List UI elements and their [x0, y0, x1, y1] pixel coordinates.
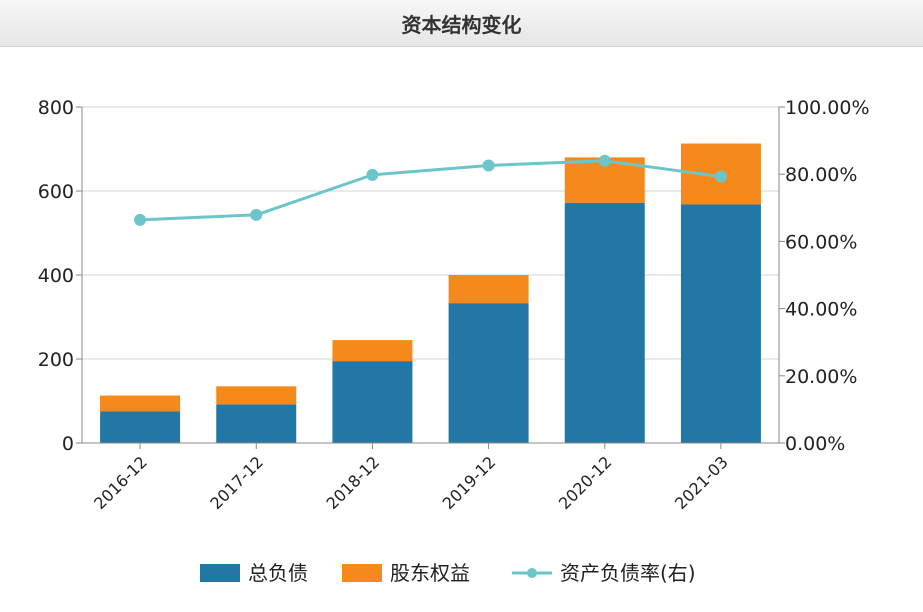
bar-total-debt [564, 202, 645, 443]
x-tick-label: 2018-12 [323, 452, 384, 513]
legend-label: 股东权益 [390, 561, 470, 585]
y-right-tick-label: 60.00% [785, 231, 857, 253]
y-left-tick-label: 800 [38, 97, 74, 119]
debt-ratio-point [250, 208, 263, 221]
bar-equity [100, 395, 181, 412]
y-left-tick-label: 200 [38, 349, 74, 371]
chart-header: 资本结构变化 [0, 0, 923, 47]
y-left-tick-label: 600 [38, 181, 74, 203]
bar-equity [448, 275, 529, 304]
bar-total-debt [100, 411, 181, 443]
x-tick-label: 2017-12 [206, 452, 267, 513]
x-tick-label: 2021-03 [671, 452, 732, 513]
debt-ratio-line [140, 159, 722, 222]
legend-label: 资产负债率(右) [560, 561, 696, 585]
x-tick-label: 2020-12 [555, 452, 616, 513]
legend-label: 总负债 [248, 561, 308, 585]
debt-ratio-point [714, 170, 727, 183]
bar-equity [216, 386, 297, 405]
y-right-tick-label: 40.00% [785, 299, 857, 321]
debt-ratio-point [482, 159, 495, 172]
debt-ratio-point [134, 213, 147, 226]
chart-title: 资本结构变化 [401, 12, 522, 37]
debt-ratio-point [366, 168, 379, 181]
legend-swatch [200, 564, 240, 582]
y-left-tick-label: 400 [38, 265, 74, 287]
bar-total-debt [332, 361, 413, 443]
x-tick-label: 2016-12 [90, 452, 151, 513]
y-right-tick-label: 0.00% [785, 433, 845, 455]
bar-total-debt [216, 404, 297, 443]
bar-total-debt [680, 204, 761, 443]
debt-ratio-point [598, 154, 611, 167]
y-right-tick-label: 80.00% [785, 164, 857, 186]
x-tick-label: 2019-12 [439, 452, 500, 513]
bar-equity [332, 340, 413, 362]
bar-total-debt [448, 303, 529, 443]
y-right-tick-label: 20.00% [785, 366, 857, 388]
y-right-tick-label: 100.00% [785, 97, 870, 119]
y-left-tick-label: 0 [62, 433, 74, 455]
legend-line-marker [527, 568, 537, 578]
legend-swatch [342, 564, 382, 582]
